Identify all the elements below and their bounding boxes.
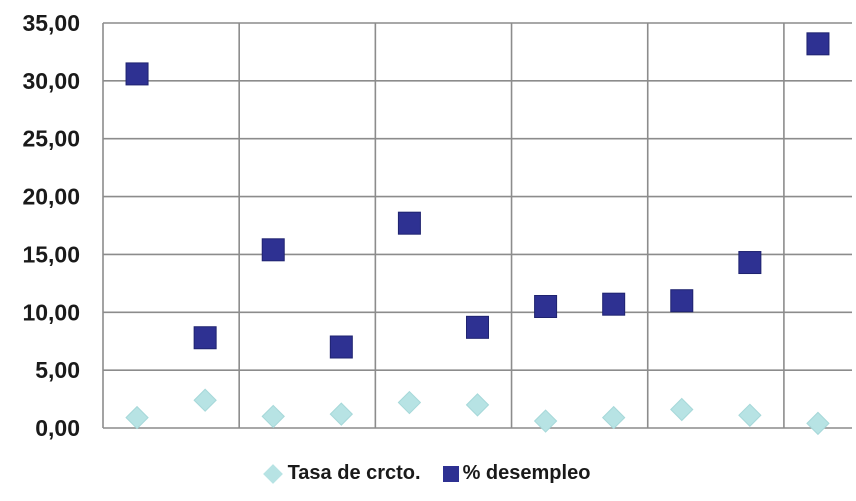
data-points xyxy=(125,32,830,436)
point-desempleo xyxy=(602,292,626,316)
point-tasa-de-crcto xyxy=(465,393,490,417)
point-tasa-de-crcto xyxy=(806,411,830,436)
legend-label-series-2: % desempleo xyxy=(462,462,591,484)
point-desempleo xyxy=(397,211,421,235)
y-tick-label: 20,00 xyxy=(22,184,80,210)
point-desempleo xyxy=(806,32,830,56)
point-desempleo xyxy=(466,315,489,339)
y-tick-label: 10,00 xyxy=(22,299,80,325)
grid xyxy=(102,22,852,429)
point-tasa-de-crcto xyxy=(533,409,558,433)
point-tasa-de-crcto xyxy=(670,397,694,422)
legend: Tasa de crcto. % desempleo xyxy=(0,462,856,485)
point-tasa-de-crcto xyxy=(261,404,285,429)
point-desempleo xyxy=(534,295,558,318)
point-desempleo xyxy=(261,238,285,262)
point-desempleo xyxy=(329,335,353,359)
y-tick-label: 30,00 xyxy=(22,68,80,94)
point-tasa-de-crcto xyxy=(329,402,354,426)
legend-diamond-marker xyxy=(262,463,283,484)
point-desempleo xyxy=(125,62,149,86)
y-tick-label: 15,00 xyxy=(22,241,80,267)
y-tick-label: 0,00 xyxy=(35,415,80,441)
point-tasa-de-crcto xyxy=(601,405,626,430)
legend-item-series-1: Tasa de crcto. xyxy=(262,462,421,485)
point-desempleo xyxy=(193,326,217,350)
legend-label-series-1: Tasa de crcto. xyxy=(287,462,421,484)
y-tick-label: 25,00 xyxy=(22,126,80,152)
y-tick-label: 5,00 xyxy=(35,357,80,383)
legend-square-marker xyxy=(442,465,459,482)
point-tasa-de-crcto xyxy=(397,390,422,415)
y-axis: 0,00 5,00 10,00 15,00 20,00 25,00 30,00 35,00 xyxy=(22,10,80,441)
point-desempleo xyxy=(738,251,762,275)
legend-item-series-2: % desempleo xyxy=(442,462,591,485)
point-tasa-de-crcto xyxy=(125,405,149,430)
point-tasa-de-crcto xyxy=(193,388,217,412)
point-tasa-de-crcto xyxy=(738,403,762,427)
y-tick-label: 35,00 xyxy=(22,10,80,36)
point-desempleo xyxy=(670,289,694,313)
